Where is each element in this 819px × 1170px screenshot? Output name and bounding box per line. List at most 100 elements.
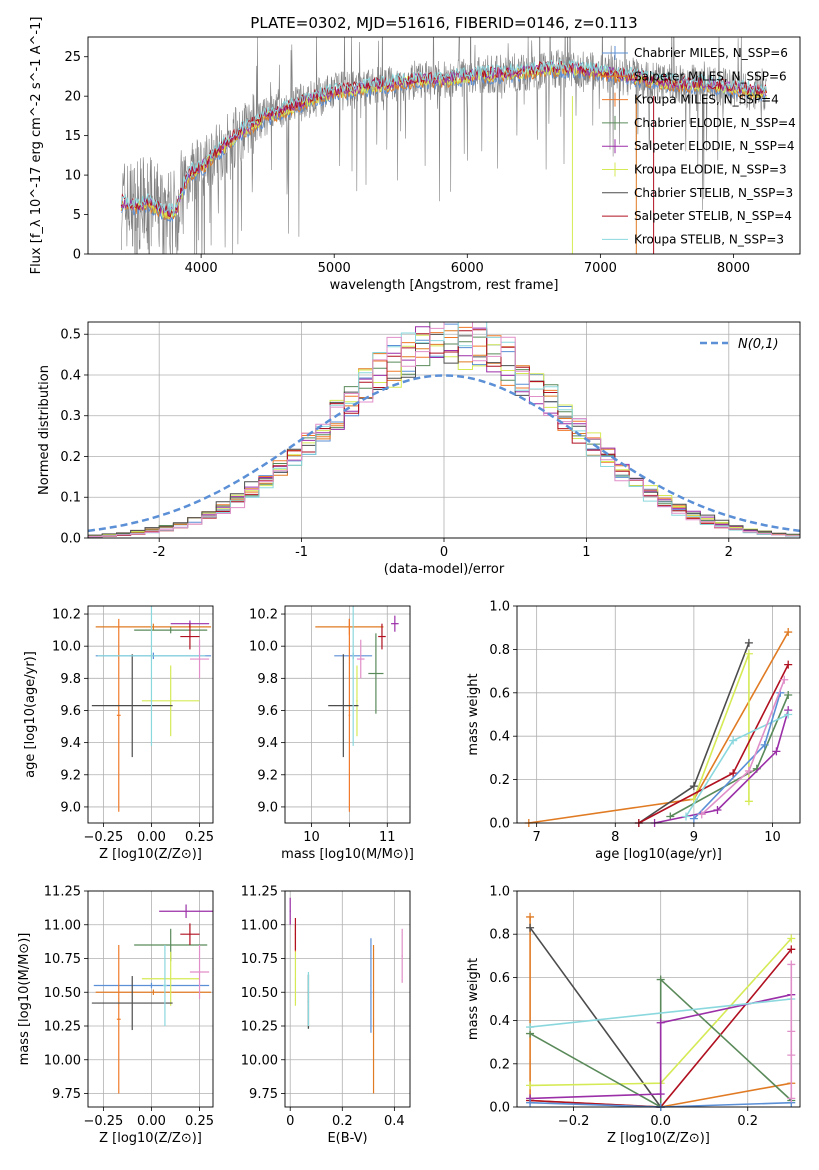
age_vs_mass-axes [281,606,410,827]
y-tick-label: 10.50 [44,986,81,1001]
weight-marker [526,912,535,921]
age_vs_Z-points [91,606,212,812]
y-tick-label: 0.8 [489,928,510,943]
weight-line [530,998,792,1028]
weight-marker [744,766,753,775]
y-tick-label: 11.00 [241,918,278,933]
weight-marker [787,960,796,969]
y-tick-label: 10.0 [249,640,278,655]
weight-marker [787,1051,796,1060]
y-tick-label: 9.6 [60,704,81,719]
x-tick-label: 0 [286,1114,294,1129]
x-tick-label: 7 [533,830,541,845]
y-tick-label: 11.25 [241,885,278,900]
weight-marker [744,649,753,658]
weight-marker [784,710,793,719]
weight_vs_age-series [524,628,793,827]
legend-label: Salpeter STELIB, N_SSP=4 [634,209,792,223]
legend-label: N(0,1) [738,337,779,352]
legend-label: Kroupa MILES, N_SSP=4 [634,93,779,107]
x-axis-label: (data-model)/error [384,562,505,577]
y-tick-label: 9.4 [257,736,278,751]
y-tick-label: 9.8 [60,672,81,687]
y-tick-label: 0.6 [489,686,510,701]
x-tick-label: 8 [611,830,619,845]
y-tick-label: 10.25 [44,1020,81,1035]
weight-marker [760,740,769,749]
mass_vs_ebv-axes [281,890,410,1111]
y-tick-label: 0.2 [60,450,81,465]
weight-line [693,692,782,820]
weight-marker [697,810,706,819]
x-tick-label: 0.4 [384,1114,405,1129]
x-tick-label: 0.0 [650,1114,671,1129]
spectrum-model-line [120,60,767,218]
y-tick-label: 10.2 [249,608,278,623]
weight_vs_Z-frame [516,890,801,1108]
legend-label: Salpeter MILES, N_SSP=6 [634,69,787,83]
legend-label: Kroupa ELODIE, N_SSP=3 [634,163,787,177]
weight-marker [656,1090,665,1099]
legend-label: Chabrier ELODIE, N_SSP=4 [634,116,796,130]
y-tick-label: 0 [73,248,81,263]
weight-marker [787,945,796,954]
y-axis-label: mass weight [466,673,481,755]
y-tick-label: 25 [64,50,81,65]
weight-marker [526,1081,535,1090]
y-tick-label: 5 [73,208,81,223]
y-tick-label: 0.4 [489,1014,510,1029]
spectrum-legend: Chabrier MILES, N_SSP=6 Salpeter MILES, N… [602,46,796,246]
y-tick-label: 0.1 [60,491,81,506]
y-tick-label: 0.8 [489,643,510,658]
spectrum-frame [87,36,801,255]
legend-label: Salpeter ELODIE, N_SSP=4 [634,139,795,153]
x-axis-label: Z [log10(Z/Z⊙)] [99,1131,202,1146]
weight-marker [780,675,789,684]
y-tick-label: 9.0 [60,800,81,815]
normal-curve [88,374,800,533]
x-tick-label: 11 [379,830,396,845]
weight_vs_age-axes [513,605,800,827]
y-tick-label: 0.2 [489,1057,510,1072]
x-tick-label: 0 [440,545,448,560]
histogram-step [88,322,800,538]
y-tick-label: 0.5 [60,328,81,343]
legend-label: Kroupa STELIB, N_SSP=3 [634,232,784,246]
weight-marker [787,934,796,943]
weight-marker [689,814,698,823]
chart-title: PLATE=0302, MJD=51616, FIBERID=0146, z=0… [250,14,637,32]
x-tick-label: 0.00 [137,830,166,845]
x-axis-label: Z [log10(Z/Z⊙)] [99,847,202,862]
y-tick-label: 20 [64,90,81,105]
mass_vs_ebv-points [289,897,403,1094]
y-tick-label: 1.0 [489,600,510,615]
x-tick-label: 9 [690,830,698,845]
y-tick-label: 10 [64,169,81,184]
x-tick-label: 6000 [451,261,484,276]
y-tick-label: 0.4 [489,730,510,745]
residuals-frame [87,321,801,539]
y-tick-label: 10.50 [241,986,278,1001]
y-tick-label: 9.2 [257,768,278,783]
y-tick-label: 11.25 [44,885,81,900]
y-tick-label: 0.6 [489,971,510,986]
x-tick-label: 0.00 [137,1114,166,1129]
weight-marker [772,747,781,756]
y-tick-label: 9.75 [249,1087,278,1102]
weight_vs_Z-axes [513,890,800,1111]
weight-marker [729,736,738,745]
spectrum-axes [84,56,734,258]
x-axis-label: wavelength [Angstrom, rest frame] [330,278,559,293]
y-tick-label: 0.0 [489,1101,510,1116]
y-axis-label: mass [log10(M/M⊙)] [17,933,32,1066]
y-axis-label: age [log10(age/yr)] [23,651,38,778]
x-tick-label: 4000 [185,261,218,276]
x-tick-label: 0.25 [185,1114,214,1129]
weight-marker [526,923,535,932]
mass_vs_Z-frame [87,890,214,1108]
weight-marker [787,1094,796,1103]
y-tick-label: 10.00 [241,1053,278,1068]
weight-marker [784,690,793,699]
x-tick-label: 2 [725,545,733,560]
legend-label: Chabrier STELIB, N_SSP=3 [634,186,793,200]
